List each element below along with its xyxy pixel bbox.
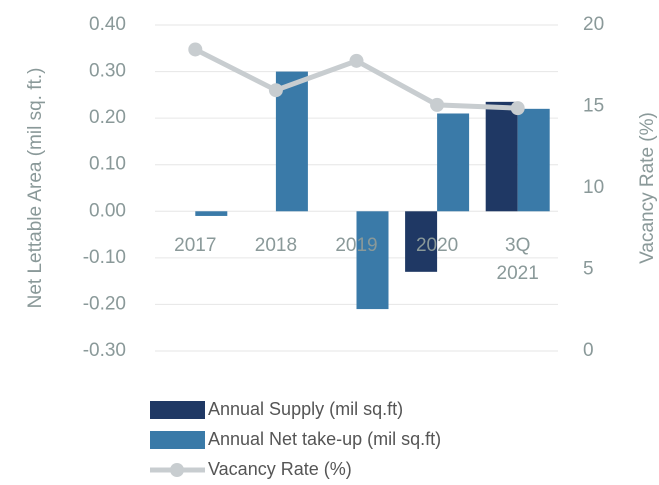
y-tick-label: 0.20 [89,107,126,128]
y-tick-label: 0.10 [89,154,126,175]
y-tick-label: -0.20 [83,293,126,314]
x-tick-label: 2018 [254,235,298,256]
y2-tick-label: 10 [583,177,604,198]
line-marker [188,42,203,57]
y2-tick-label: 15 [583,96,604,117]
x-tick-label: 2020 [415,235,459,256]
y2-axis-label: Vacancy Rate (%) [637,112,658,264]
line-marker [349,53,364,68]
bar [517,108,550,212]
line-marker [510,101,525,116]
y2-tick-label: 20 [583,14,604,35]
bar [437,113,470,212]
legend-swatch [150,401,205,419]
bar [485,101,518,212]
y-tick-label: 0.00 [89,200,126,221]
y-tick-label: 0.40 [89,14,126,35]
bar [195,211,228,216]
y-tick-label: 0.30 [89,61,126,82]
line-marker [430,97,445,112]
y-tick-label: -0.10 [83,247,126,268]
x-tick-label: 2019 [335,235,378,256]
x-tick-label: 3Q 2021 [496,235,539,284]
x-tick-label: 2017 [174,235,217,256]
legend-swatch [170,463,184,477]
bar [356,211,389,310]
line-marker [268,83,283,98]
y-tick-label: -0.30 [83,340,126,361]
legend-swatch [150,431,205,449]
legend-label: Annual Net take-up (mil sq.ft) [208,429,441,449]
bar [405,211,438,272]
bar [275,71,308,212]
y-axis-label: Net Lettable Area (mil sq. ft.) [25,68,46,309]
y2-tick-label: 5 [583,259,594,280]
legend-label: Annual Supply (mil sq.ft) [208,399,403,419]
legend-label: Vacancy Rate (%) [208,459,352,479]
y2-tick-label: 0 [583,340,594,361]
